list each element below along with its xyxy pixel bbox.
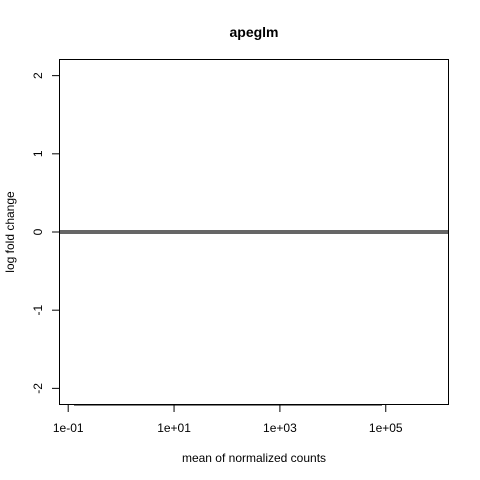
x-tick-label: 1e-01 <box>53 421 84 435</box>
x-tick-label: 1e+01 <box>157 421 191 435</box>
x-axis-label: mean of normalized counts <box>182 451 326 465</box>
y-tick-label: 2 <box>31 72 45 79</box>
y-tick-label: 1 <box>31 150 45 157</box>
x-axis-ticks: 1e-01 1e+01 1e+03 1e+05 <box>53 405 403 435</box>
chart-title: apeglm <box>229 24 278 40</box>
y-tick-label: 0 <box>31 228 45 235</box>
x-tick-label: 1e+05 <box>369 421 403 435</box>
y-axis-label: log fold change <box>3 191 17 273</box>
y-tick-label: -1 <box>31 305 45 316</box>
y-tick-label: -2 <box>31 383 45 394</box>
y-axis-ticks: -2 -1 0 1 2 <box>31 72 60 394</box>
x-tick-label: 1e+03 <box>263 421 297 435</box>
